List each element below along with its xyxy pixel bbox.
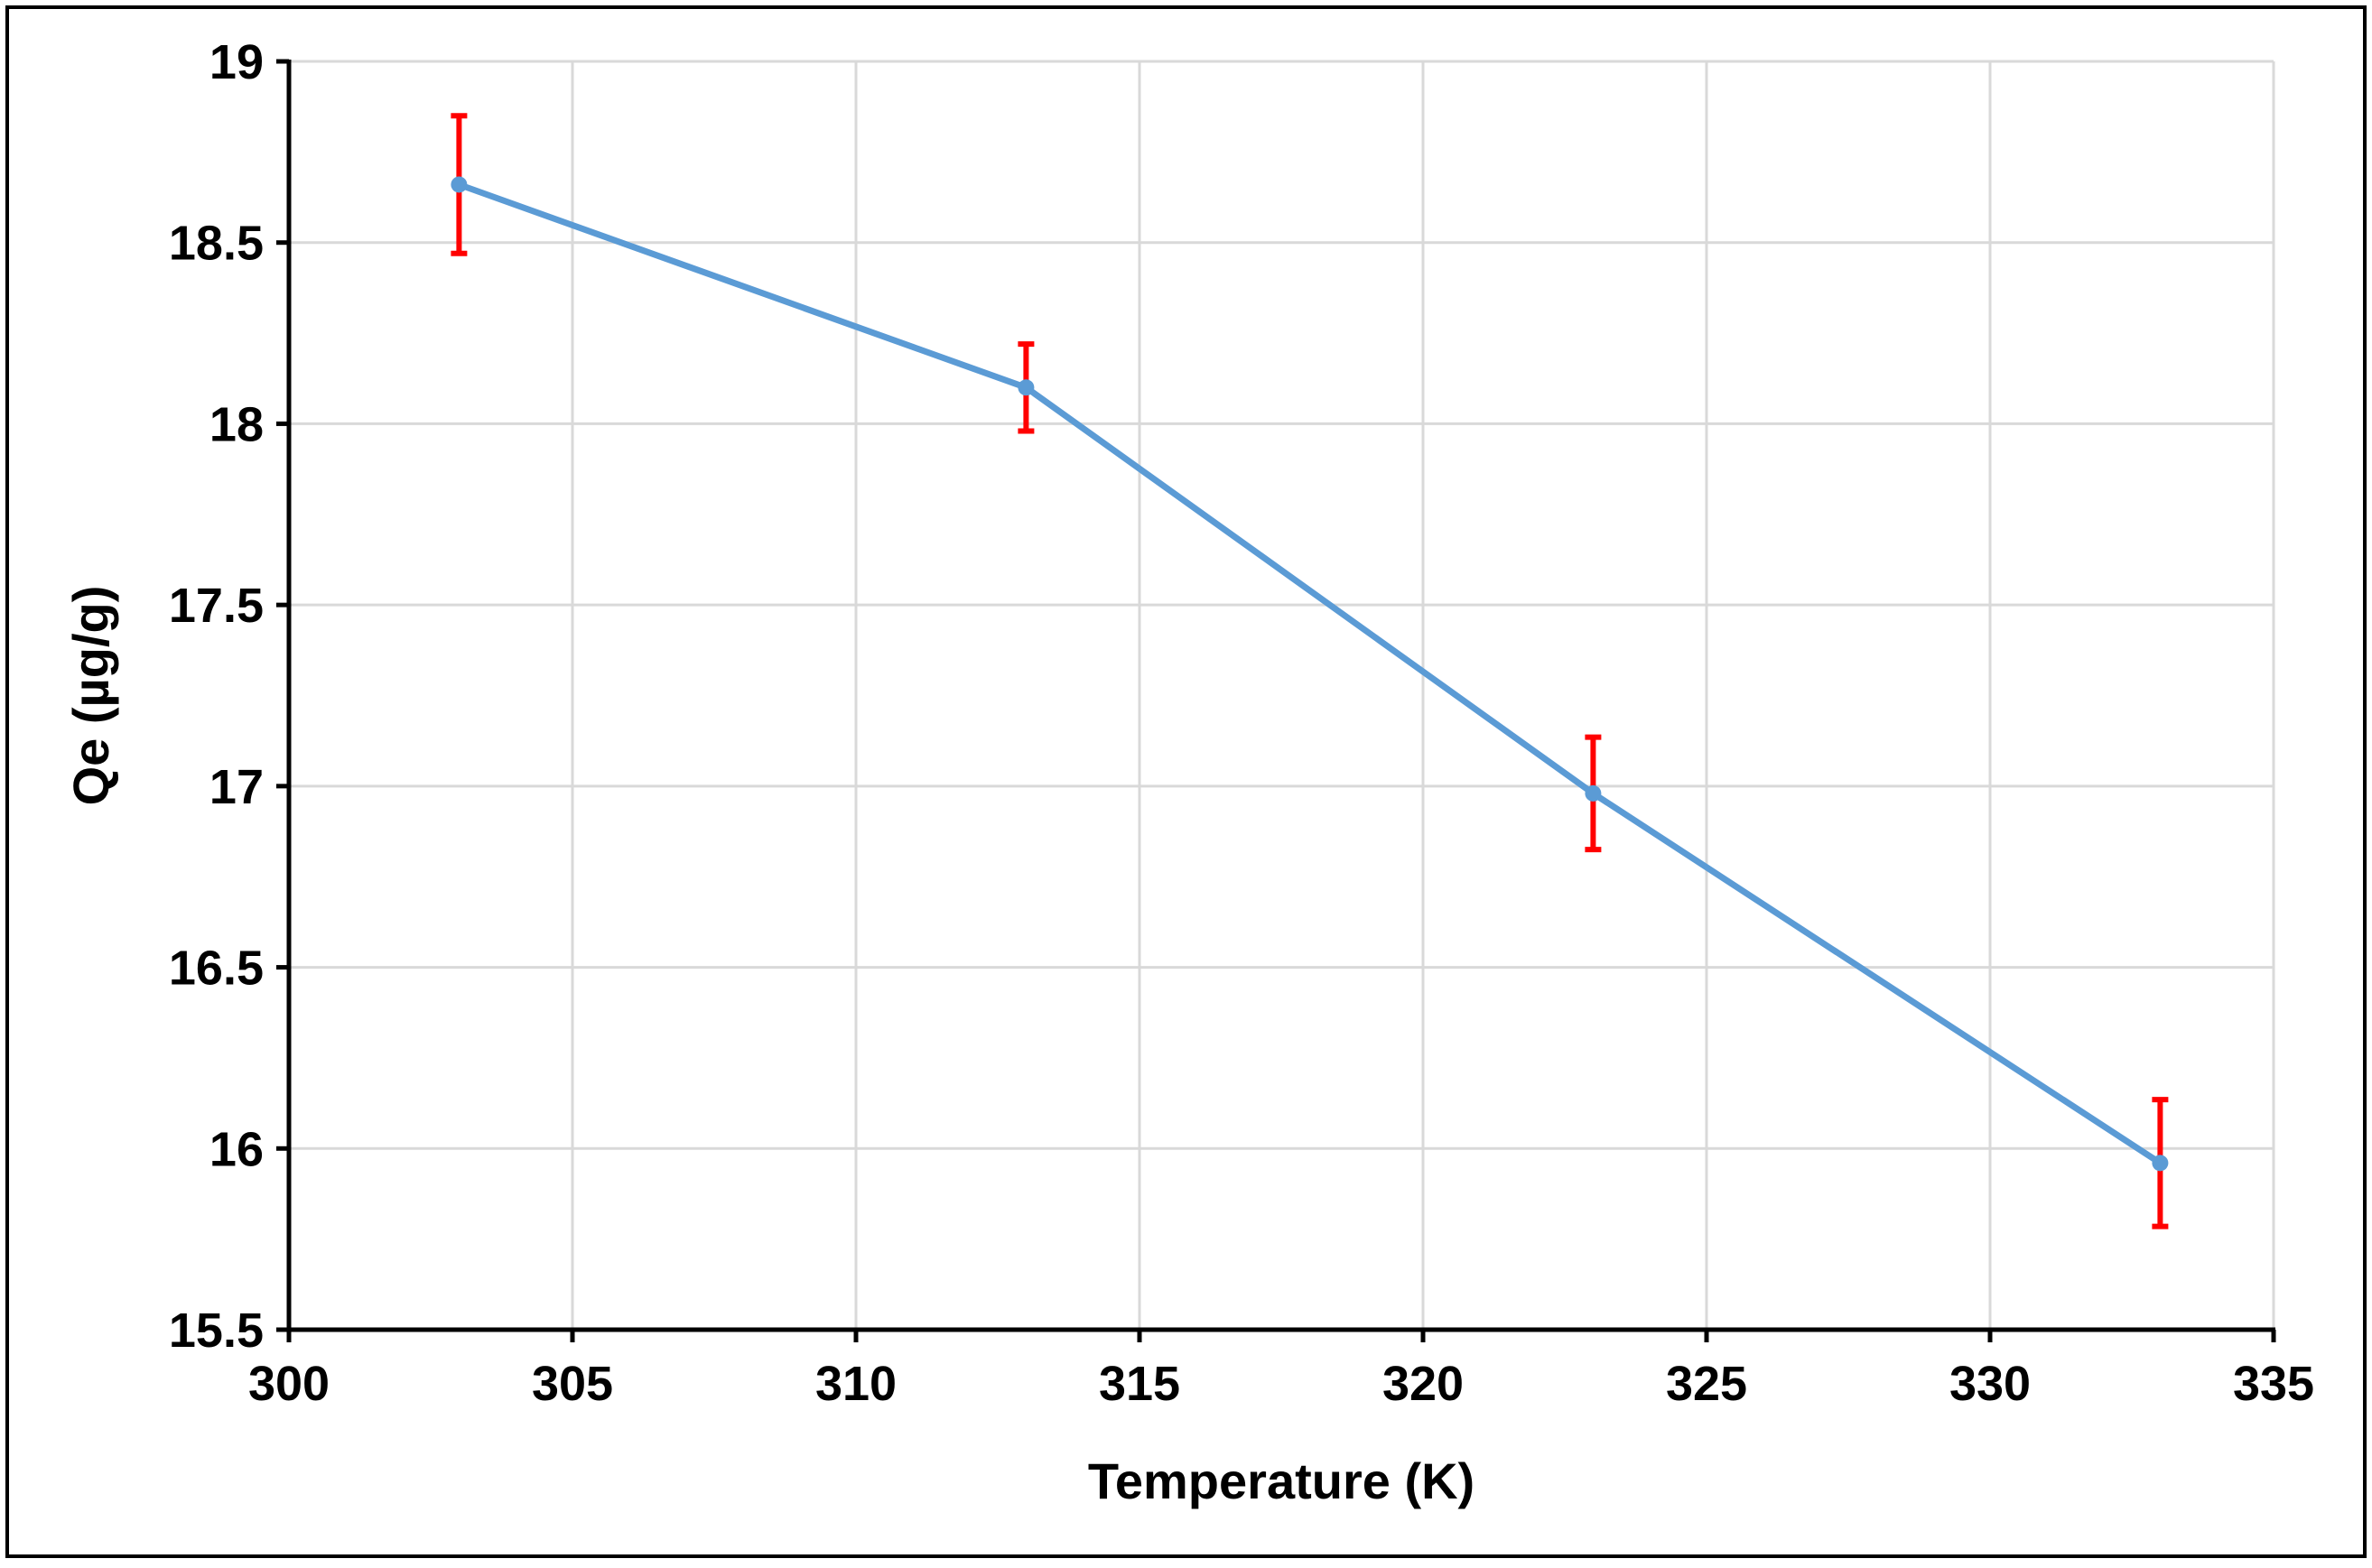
data-point <box>451 176 468 193</box>
y-tick-label: 18 <box>209 397 264 451</box>
x-tick-label: 320 <box>1382 1357 1464 1411</box>
y-axis-title: Qe (µg/g) <box>62 586 119 806</box>
x-tick-label: 305 <box>532 1357 613 1411</box>
x-tick-label: 300 <box>248 1357 330 1411</box>
x-tick-label: 335 <box>2233 1357 2314 1411</box>
y-tick-label: 16 <box>209 1122 264 1176</box>
x-tick-label: 315 <box>1099 1357 1180 1411</box>
y-tick-label: 19 <box>209 35 264 89</box>
y-tick-label: 17 <box>209 760 264 814</box>
data-point <box>2152 1155 2169 1172</box>
y-tick-label: 18.5 <box>169 217 264 271</box>
x-tick-label: 325 <box>1666 1357 1747 1411</box>
data-point <box>1018 379 1035 396</box>
x-axis-title: Temperature (K) <box>1088 1452 1474 1509</box>
data-point <box>1585 784 1602 802</box>
x-tick-label: 330 <box>1949 1357 2031 1411</box>
y-tick-label: 17.5 <box>169 579 264 633</box>
series <box>451 113 2169 1229</box>
y-tick-label: 15.5 <box>169 1304 264 1358</box>
grid-lines <box>289 60 2275 1330</box>
outer-frame <box>5 5 2367 1558</box>
series-line <box>458 181 2163 1166</box>
x-tick-label: 310 <box>815 1357 897 1411</box>
tick-labels: 300 305 310 315 320 325 330 335 15.5 16 16.5 17 17.5… <box>169 35 2314 1411</box>
y-tick-label: 16.5 <box>169 942 264 996</box>
axes <box>276 59 2276 1342</box>
